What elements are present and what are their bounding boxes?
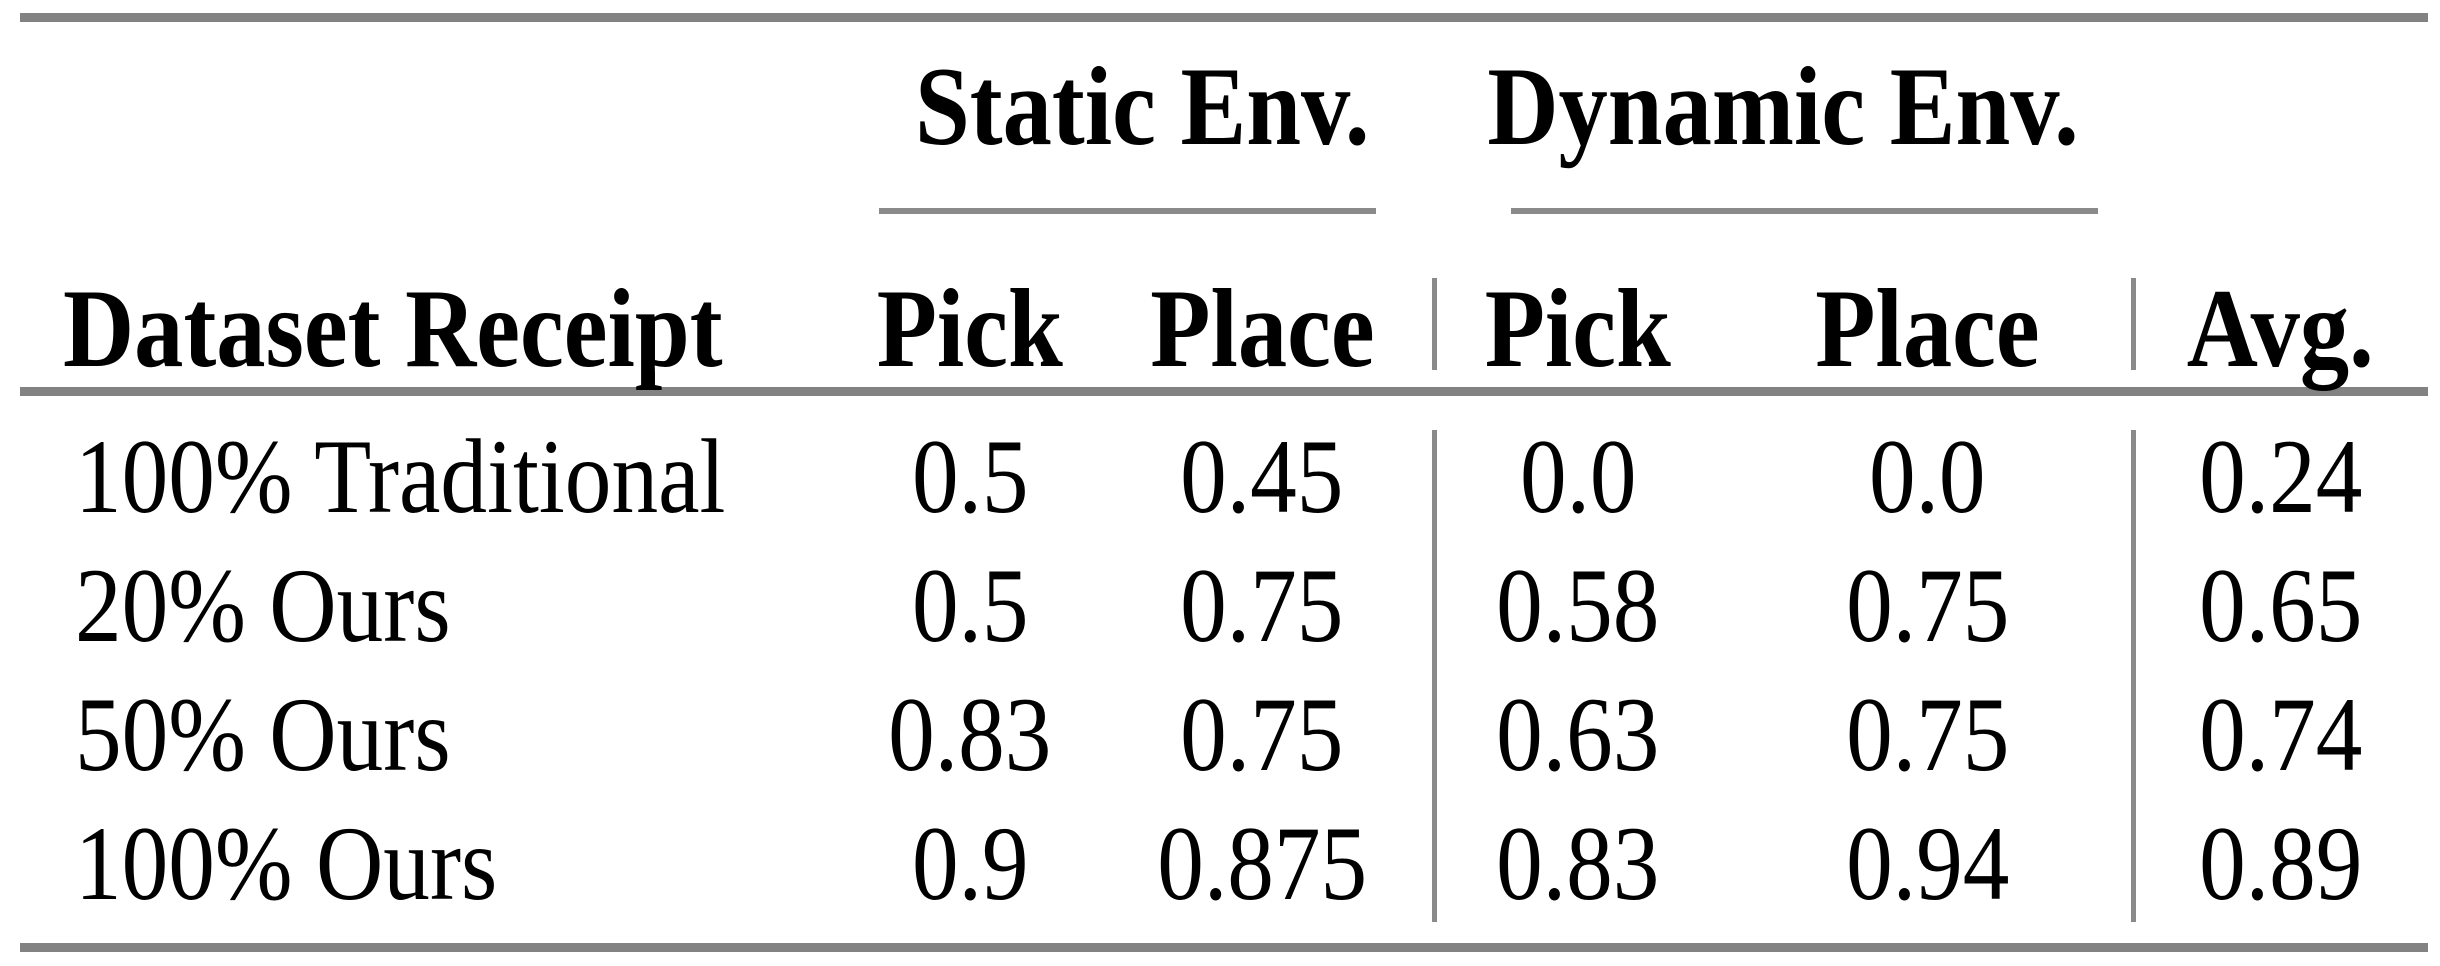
column-header-dynamic-place: Place	[1815, 267, 2040, 391]
group-header-row: Static Env. Dynamic Env.	[20, 22, 2428, 214]
table-cell: 0.5	[911, 546, 1029, 664]
table-cell: 0.83	[888, 676, 1052, 794]
table-cell: 0.875	[1157, 805, 1367, 923]
mid-rule	[20, 387, 2428, 396]
bottom-rule	[20, 943, 2428, 952]
table-cell: 0.5	[911, 417, 1029, 535]
vertical-rule-static-dynamic-header	[1432, 278, 1437, 370]
column-header-dynamic-pick: Pick	[1484, 267, 1672, 391]
vertical-rule-avg-header	[2131, 278, 2136, 370]
table-cell: 0.75	[1180, 676, 1344, 794]
table-cell: 0.0	[1869, 417, 1986, 535]
table-cell: 0.24	[2198, 417, 2363, 535]
table-cell: 0.65	[2198, 546, 2363, 664]
table-cell: 0.0	[1519, 417, 1637, 535]
table-cell: 0.94	[1845, 805, 2010, 923]
group-spacer-right	[2133, 22, 2428, 214]
column-header-row: Dataset Receipt Pick Place Pick Place Av…	[20, 214, 2428, 387]
vertical-rule-static-dynamic-body	[1432, 430, 1437, 922]
table-cell: 0.9	[911, 805, 1029, 923]
vertical-rule-avg-body	[2131, 430, 2136, 922]
static-cmidrule	[879, 208, 1376, 214]
column-header-avg: Avg.	[2186, 267, 2375, 391]
bottom-margin	[20, 952, 2428, 966]
group-header-dynamic: Dynamic Env.	[1434, 22, 2133, 214]
table-cell: 0.83	[1496, 805, 1660, 923]
table-cell: 0.45	[1180, 417, 1344, 535]
table-cell: 0.75	[1845, 676, 2010, 794]
group-header-static-label: Static Env.	[914, 45, 1370, 169]
table-cell: 0.63	[1496, 676, 1660, 794]
group-header-static: Static Env.	[850, 22, 1434, 214]
results-table: Static Env. Dynamic Env. Dataset Receipt…	[20, 0, 2428, 966]
row-label: 100% Traditional	[75, 417, 726, 535]
table-body: 100% Traditional 0.5 0.45 0.0 0.0 0.24 2…	[20, 396, 2428, 943]
table-cell: 0.75	[1180, 546, 1344, 664]
dynamic-cmidrule	[1510, 208, 2099, 214]
table-cell: 0.89	[2198, 805, 2363, 923]
group-header-dynamic-label: Dynamic Env.	[1487, 45, 2080, 169]
row-label: 50% Ours	[75, 676, 451, 794]
group-spacer-left	[20, 22, 850, 214]
column-header-static-place: Place	[1149, 267, 1375, 391]
top-rule	[20, 13, 2428, 22]
column-header-dataset-receipt: Dataset Receipt	[63, 267, 723, 391]
table-cell: 0.58	[1496, 546, 1660, 664]
table-cell: 0.74	[2198, 676, 2363, 794]
row-label: 20% Ours	[75, 546, 451, 664]
table-cell: 0.75	[1845, 546, 2010, 664]
row-label: 100% Ours	[75, 805, 498, 923]
column-header-static-pick: Pick	[876, 267, 1064, 391]
